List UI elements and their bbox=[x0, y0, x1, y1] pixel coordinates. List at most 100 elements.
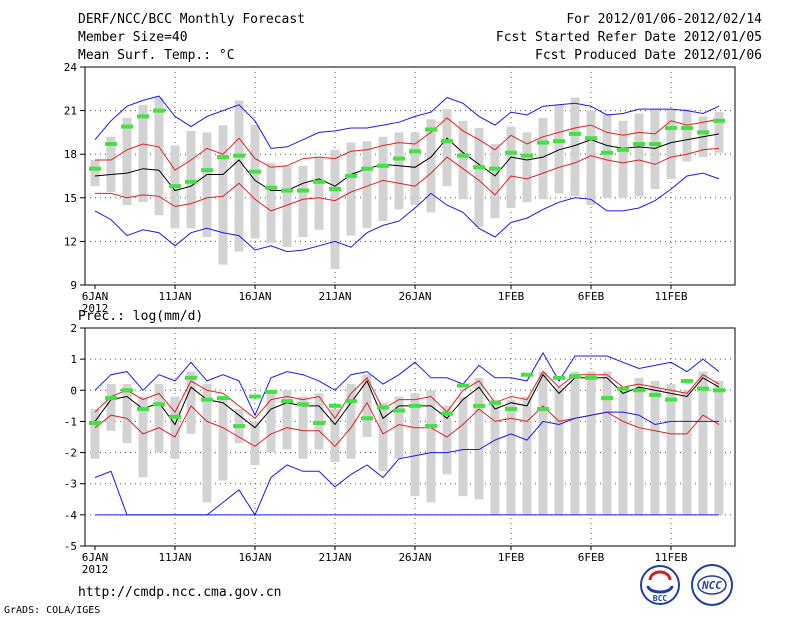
temp-observed-marker bbox=[537, 140, 549, 145]
prec-ensemble-box bbox=[282, 390, 292, 450]
temp-x-tick-label: 6JAN bbox=[82, 290, 109, 303]
prec-ensemble-box bbox=[474, 377, 484, 500]
prec-ensemble-box bbox=[410, 393, 420, 497]
temp-x-tick-label: 1FEB bbox=[498, 290, 525, 303]
prec-y-tick-label: -5 bbox=[64, 540, 77, 553]
prec-ensemble-box bbox=[266, 393, 276, 453]
temp-upper-spread-line bbox=[95, 117, 720, 171]
prec-observed-marker bbox=[89, 420, 101, 425]
temp-observed-marker bbox=[137, 114, 149, 119]
temp-observed-marker bbox=[617, 147, 629, 152]
prec-observed-marker bbox=[553, 375, 565, 380]
prec-ensemble-box bbox=[618, 390, 628, 515]
temp-ensemble-box bbox=[714, 112, 724, 153]
temp-observed-marker bbox=[121, 124, 133, 129]
temp-ensemble-box bbox=[122, 117, 132, 206]
prec-x-tick-label: 6FEB bbox=[578, 551, 605, 564]
prec-upper-spread-line bbox=[94, 370, 720, 420]
temp-ensemble-box bbox=[138, 104, 148, 203]
temp-ensemble-box bbox=[458, 120, 468, 200]
prec-ensemble-box bbox=[90, 408, 100, 459]
prec-ensemble-box bbox=[458, 396, 468, 497]
prec-ensemble-box bbox=[426, 390, 436, 503]
prec-ensemble-box bbox=[106, 384, 116, 431]
prec-observed-marker bbox=[329, 403, 341, 408]
prec-observed-marker bbox=[121, 388, 133, 393]
member-size-label: Member Size=40 bbox=[78, 30, 188, 45]
prec-ensemble-box bbox=[650, 380, 660, 515]
prec-ensemble-max-line bbox=[94, 351, 720, 417]
temp-observed-marker bbox=[329, 187, 341, 192]
prec-observed-marker bbox=[281, 399, 293, 404]
temp-y-tick-label: 18 bbox=[64, 148, 77, 161]
bcc-logo-label: BCC bbox=[653, 594, 668, 603]
prec-y-tick-label: -2 bbox=[64, 447, 77, 460]
temp-x-tick-label: 6FEB bbox=[578, 290, 605, 303]
prec-ensemble-box bbox=[682, 390, 692, 515]
temp-observed-marker bbox=[681, 126, 693, 131]
temp-ensemble-box bbox=[314, 157, 324, 230]
prec-observed-marker bbox=[249, 394, 261, 399]
temp-observed-marker bbox=[713, 118, 725, 123]
temp-y-tick-label: 9 bbox=[70, 279, 77, 292]
temp-ensemble-box bbox=[234, 100, 244, 252]
temp-ensemble-box bbox=[474, 128, 484, 227]
prec-ensemble-box bbox=[442, 405, 452, 475]
temp-observed-marker bbox=[697, 130, 709, 135]
prec-ensemble-box bbox=[554, 387, 564, 515]
temp-observed-marker bbox=[633, 142, 645, 147]
prec-observed-marker bbox=[217, 396, 229, 401]
prec-ensemble-box bbox=[378, 402, 388, 472]
temp-observed-marker bbox=[217, 155, 229, 160]
temp-ensemble-box bbox=[202, 132, 212, 238]
prec-observed-marker bbox=[681, 378, 693, 383]
temp-observed-marker bbox=[265, 185, 277, 190]
temp-ensemble-box bbox=[666, 109, 676, 179]
prec-x-year-label: 2012 bbox=[82, 563, 109, 576]
prec-observed-marker bbox=[153, 402, 165, 407]
temp-observed-marker bbox=[313, 179, 325, 184]
temp-ensemble-box bbox=[250, 125, 260, 239]
prec-y-tick-label: -3 bbox=[64, 478, 77, 491]
temp-observed-marker bbox=[585, 136, 597, 141]
temp-observed-marker bbox=[649, 142, 661, 147]
prec-observed-marker bbox=[489, 400, 501, 405]
prec-observed-marker bbox=[361, 416, 373, 421]
temp-y-tick-label: 15 bbox=[64, 192, 77, 205]
temp-observed-marker bbox=[153, 108, 165, 113]
temp-ensemble-box bbox=[586, 110, 596, 206]
temp-observed-marker bbox=[393, 156, 405, 161]
prec-x-tick-label: 11FEB bbox=[654, 551, 687, 564]
temp-ensemble-box bbox=[490, 144, 500, 219]
prec-observed-marker bbox=[409, 403, 421, 408]
prec-x-tick-label: 26JAN bbox=[398, 551, 431, 564]
temp-x-tick-label: 16JAN bbox=[238, 290, 271, 303]
prec-x-tick-label: 21JAN bbox=[318, 551, 351, 564]
temp-ensemble-box bbox=[378, 136, 388, 222]
temp-ensemble-min-line bbox=[94, 172, 720, 253]
temp-ensemble-mean-line bbox=[94, 133, 720, 192]
prec-observed-marker bbox=[441, 411, 453, 416]
temp-y-tick-label: 12 bbox=[64, 235, 77, 248]
temp-observed-marker bbox=[425, 127, 437, 132]
temp-x-year-label: 2012 bbox=[82, 302, 109, 315]
prec-observed-marker bbox=[473, 403, 485, 408]
prec-observed-marker bbox=[521, 372, 533, 377]
prec-plot-frame bbox=[84, 327, 736, 547]
prec-observed-marker bbox=[377, 405, 389, 410]
prec-ensemble-box bbox=[394, 396, 404, 459]
figure-title: DERF/NCC/BCC Monthly Forecast bbox=[78, 12, 305, 27]
prec-observed-marker bbox=[185, 375, 197, 380]
prec-observed-marker bbox=[569, 374, 581, 379]
source-url[interactable]: http://cmdp.ncc.cma.gov.cn bbox=[78, 585, 282, 600]
prec-observed-marker bbox=[105, 396, 117, 401]
temp-observed-marker bbox=[89, 166, 101, 171]
temp-observed-marker bbox=[233, 153, 245, 158]
prec-x-tick-label: 11JAN bbox=[158, 551, 191, 564]
prec-observed-marker bbox=[265, 389, 277, 394]
prec-observed-marker bbox=[393, 408, 405, 413]
prec-ensemble-mean-line bbox=[94, 373, 720, 429]
temp-observed-marker bbox=[553, 139, 565, 144]
prec-ensemble-box bbox=[634, 377, 644, 515]
